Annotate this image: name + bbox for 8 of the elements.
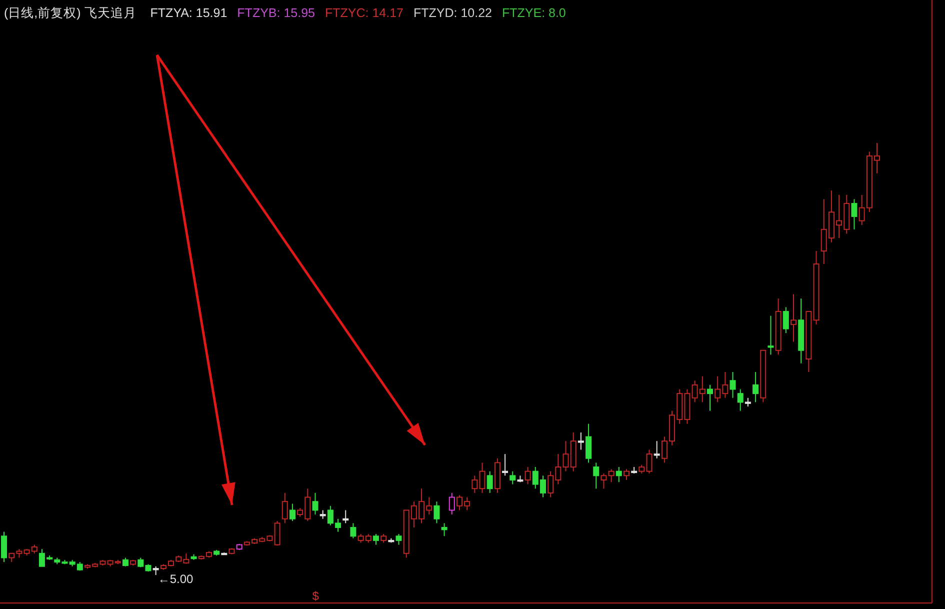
text: FTZYC: 14.17: [324, 6, 404, 20]
chart-title: (日线,前复权) 飞天追月: [4, 6, 136, 20]
text: FTZYE: 8.0: [502, 6, 566, 20]
annotation: ←5.00: [158, 572, 194, 586]
text: FTZYA: 15.91: [150, 6, 228, 20]
text: $: [312, 589, 320, 603]
text: FTZYB: 15.95: [237, 6, 316, 20]
text: FTZYD: 10.22: [413, 6, 492, 20]
